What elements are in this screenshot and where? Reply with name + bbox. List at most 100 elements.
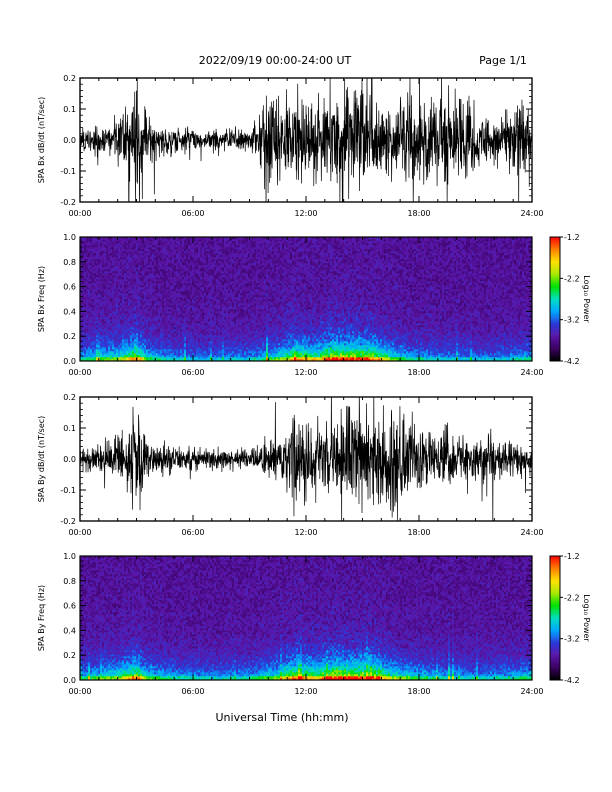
spectrogram-cell: [168, 321, 170, 323]
spectrogram-cell: [194, 279, 196, 281]
spectrogram-cell: [122, 263, 124, 265]
spectrogram-cell: [154, 341, 156, 343]
spectrogram-cell: [234, 265, 236, 267]
spectrogram-cell: [102, 337, 104, 339]
spectrogram-cell: [176, 241, 178, 243]
spectrogram-cell: [222, 299, 224, 301]
spectrogram-cell: [134, 271, 136, 273]
spectrogram-cell: [106, 327, 108, 329]
spectrogram-cell: [222, 331, 224, 333]
spectrogram-cell: [218, 247, 220, 249]
spectrogram-cell: [124, 307, 126, 309]
spectrogram-cell: [110, 319, 112, 321]
spectrogram-cell: [206, 345, 208, 347]
spectrogram-cell: [172, 303, 174, 305]
spectrogram-cell: [166, 321, 168, 323]
spectrogram-cell: [132, 247, 134, 249]
spectrogram-cell: [204, 319, 206, 321]
spectrogram-cell: [220, 337, 222, 339]
spectrogram-cell: [176, 325, 178, 327]
spectrogram-cell: [228, 327, 230, 329]
spectrogram-cell: [180, 241, 182, 243]
spectrogram-cell: [170, 323, 172, 325]
spectrogram-cell: [134, 293, 136, 295]
spectrogram-cell: [144, 309, 146, 311]
spectrogram-cell: [230, 299, 232, 301]
spectrogram-cell: [182, 347, 184, 349]
spectrogram-cell: [200, 255, 202, 257]
spectrogram-cell: [172, 241, 174, 243]
spectrogram-cell: [228, 335, 230, 337]
spectrogram-cell: [206, 251, 208, 253]
spectrogram-cell: [230, 257, 232, 259]
spectrogram-cell: [160, 309, 162, 311]
spectrogram-cell: [214, 339, 216, 341]
spectrogram-cell: [196, 305, 198, 307]
spectrogram-cell: [150, 349, 152, 351]
spectrogram-cell: [230, 349, 232, 351]
spectrogram-cell: [110, 353, 112, 355]
spectrogram-cell: [136, 351, 138, 353]
spectrogram-cell: [202, 353, 204, 355]
spectrogram-cell: [136, 317, 138, 319]
spectrogram-cell: [108, 249, 110, 251]
spectrogram-cell: [224, 347, 226, 349]
spectrogram-cell: [118, 343, 120, 345]
spectrogram-cell: [126, 327, 128, 329]
spectrogram-cell: [222, 297, 224, 299]
spectrogram-cell: [206, 247, 208, 249]
spectrogram-cell: [142, 319, 144, 321]
spectrogram-cell: [132, 261, 134, 263]
spectrogram-cell: [148, 291, 150, 293]
spectrogram-cell: [188, 297, 190, 299]
spectrogram-cell: [206, 261, 208, 263]
spectrogram-cell: [230, 319, 232, 321]
spectrogram-cell: [114, 251, 116, 253]
spectrogram-cell: [94, 273, 96, 275]
spectrogram-cell: [110, 327, 112, 329]
spectrogram-cell: [82, 303, 84, 305]
spectrogram-cell: [194, 269, 196, 271]
spectrogram-cell: [190, 255, 192, 257]
spectrogram-cell: [180, 251, 182, 253]
spectrogram-cell: [174, 341, 176, 343]
spectrogram-cell: [142, 349, 144, 351]
spectrogram-cell: [146, 259, 148, 261]
spectrogram-cell: [174, 337, 176, 339]
spectrogram-cell: [88, 261, 90, 263]
spectrogram-cell: [178, 251, 180, 253]
spectrogram-cell: [110, 265, 112, 267]
spectrogram-cell: [132, 289, 134, 291]
spectrogram-cell: [88, 349, 90, 351]
spectrogram-cell: [226, 337, 228, 339]
spectrogram-cell: [152, 357, 154, 359]
spectrogram-cell: [182, 297, 184, 299]
spectrogram-cell: [180, 319, 182, 321]
spectrogram-cell: [224, 349, 226, 351]
spectrogram-cell: [220, 247, 222, 249]
spectrogram-cell: [168, 303, 170, 305]
spectrogram-cell: [210, 283, 212, 285]
spectrogram-cell: [88, 323, 90, 325]
spectrogram-cell: [206, 319, 208, 321]
spectrogram-cell: [174, 265, 176, 267]
spectrogram-cell: [210, 285, 212, 287]
spectrogram-cell: [120, 325, 122, 327]
spectrogram-cell: [102, 319, 104, 321]
spectrogram-cell: [140, 271, 142, 273]
spectrogram-cell: [216, 263, 218, 265]
spectrogram-cell: [138, 297, 140, 299]
spectrogram-cell: [114, 273, 116, 275]
spectrogram-cell: [86, 293, 88, 295]
spectrogram-cell: [168, 341, 170, 343]
spectrogram-cell: [168, 253, 170, 255]
spectrogram-cell: [152, 323, 154, 325]
spectrogram-cell: [160, 283, 162, 285]
spectrogram-cell: [148, 317, 150, 319]
spectrogram-cell: [142, 285, 144, 287]
spectrogram-cell: [228, 251, 230, 253]
spectrogram-cell: [142, 257, 144, 259]
spectrogram-cell: [234, 345, 236, 347]
spectrogram-cell: [144, 287, 146, 289]
spectrogram-cell: [100, 323, 102, 325]
